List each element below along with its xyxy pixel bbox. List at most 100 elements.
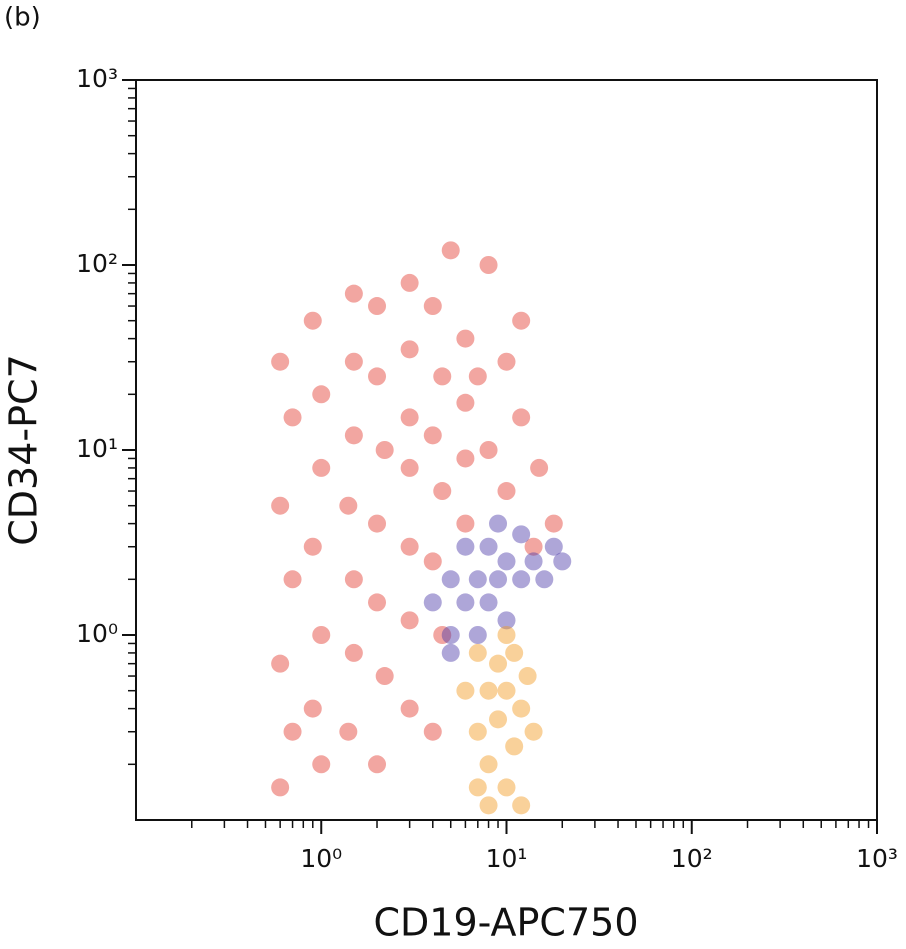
- point: [339, 722, 358, 741]
- point: [479, 537, 498, 556]
- point: [423, 426, 442, 445]
- point: [312, 626, 331, 644]
- point: [544, 514, 563, 533]
- point: [400, 537, 419, 556]
- point: [468, 722, 487, 741]
- point: [479, 441, 498, 459]
- point: [312, 385, 331, 404]
- point: [400, 408, 419, 427]
- point: [456, 393, 475, 412]
- point: [468, 570, 487, 589]
- y-axis-label: CD34-PC7: [2, 354, 46, 545]
- point: [456, 449, 475, 468]
- point: [505, 737, 524, 756]
- point: [497, 552, 516, 571]
- point: [368, 755, 387, 774]
- point: [544, 537, 563, 556]
- point: [479, 681, 498, 700]
- x-tick-label: 10²: [671, 844, 713, 873]
- point: [456, 537, 475, 556]
- point: [312, 458, 331, 477]
- point: [368, 514, 387, 533]
- point: [433, 367, 452, 386]
- point: [271, 496, 290, 515]
- point: [497, 681, 516, 700]
- point: [375, 667, 394, 686]
- point: [271, 352, 290, 371]
- point: [441, 643, 460, 662]
- point: [303, 699, 322, 718]
- point: [456, 329, 475, 348]
- point: [524, 537, 543, 556]
- point: [303, 537, 322, 556]
- point: [512, 311, 531, 330]
- point: [339, 496, 358, 515]
- point: [512, 796, 531, 815]
- point: [497, 352, 516, 371]
- point: [433, 482, 452, 501]
- y-tick-label: 10¹: [76, 434, 118, 463]
- point: [479, 256, 498, 274]
- point: [456, 593, 475, 612]
- point: [512, 525, 531, 544]
- point: [497, 611, 516, 630]
- point: [489, 654, 508, 673]
- point: [468, 367, 487, 386]
- point: [497, 778, 516, 797]
- point: [535, 570, 554, 589]
- point: [344, 570, 363, 589]
- point: [423, 593, 442, 612]
- point: [344, 426, 363, 445]
- x-tick-label: 10⁰: [300, 844, 342, 873]
- point: [400, 458, 419, 477]
- point: [489, 570, 508, 589]
- point: [368, 297, 387, 316]
- point: [524, 552, 543, 571]
- point: [468, 778, 487, 797]
- point: [283, 408, 302, 427]
- point: [497, 482, 516, 501]
- point: [479, 593, 498, 612]
- point: [524, 722, 543, 741]
- point: [489, 710, 508, 729]
- point: [468, 643, 487, 662]
- point: [283, 570, 302, 589]
- point: [423, 722, 442, 741]
- point: [497, 626, 516, 644]
- point: [344, 643, 363, 662]
- point: [283, 722, 302, 741]
- point: [512, 408, 531, 427]
- point: [344, 284, 363, 303]
- point: [505, 643, 524, 662]
- y-tick-label: 10⁰: [76, 619, 118, 648]
- point: [518, 667, 537, 686]
- point: [271, 778, 290, 797]
- point: [400, 699, 419, 718]
- point: [512, 570, 531, 589]
- point: [423, 297, 442, 316]
- point: [553, 552, 572, 571]
- point: [375, 441, 394, 459]
- point: [441, 570, 460, 589]
- point: [312, 755, 331, 774]
- point: [489, 514, 508, 533]
- point: [368, 367, 387, 386]
- plot-frame: [135, 79, 878, 821]
- point: [456, 514, 475, 533]
- x-tick-label: 10¹: [486, 844, 528, 873]
- point: [433, 626, 452, 644]
- point: [400, 273, 419, 292]
- point: [441, 626, 460, 644]
- point: [368, 593, 387, 612]
- point: [344, 352, 363, 371]
- panel-label: (b): [4, 3, 41, 33]
- point: [303, 311, 322, 330]
- y-tick-label: 10³: [76, 64, 118, 93]
- x-axis-label: CD19-APC750: [374, 901, 639, 945]
- point: [530, 458, 549, 477]
- point: [400, 340, 419, 359]
- point: [479, 755, 498, 774]
- point: [456, 681, 475, 700]
- point: [512, 699, 531, 718]
